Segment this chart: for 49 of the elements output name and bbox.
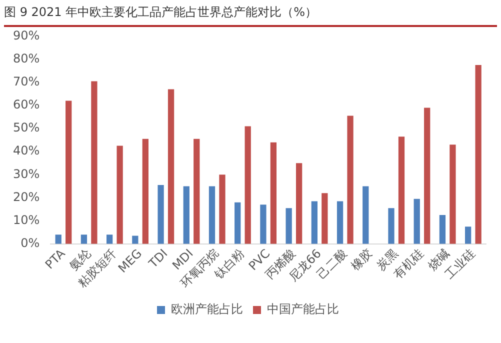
bar — [465, 226, 472, 244]
bar — [322, 193, 328, 244]
y-tick-label: 80% — [13, 51, 40, 66]
y-tick-label: 40% — [13, 144, 40, 158]
legend-label: 欧洲产能占比 — [171, 302, 243, 316]
bar — [286, 208, 292, 244]
bar — [158, 185, 164, 244]
bar — [234, 202, 241, 244]
bar — [106, 234, 113, 244]
bar — [91, 81, 98, 244]
bar — [388, 208, 394, 244]
bar — [55, 234, 62, 244]
y-tick-label: 50% — [13, 120, 40, 135]
y-tick-label: 30% — [13, 166, 40, 181]
bar — [439, 215, 446, 244]
bar — [347, 116, 354, 244]
chart-title: 图 9 2021 年中欧主要化工品产能占世界总产能对比（%） — [4, 4, 497, 27]
bar — [414, 198, 420, 244]
bar — [80, 234, 88, 244]
bar — [475, 65, 482, 244]
bar — [450, 144, 456, 244]
bar — [168, 89, 174, 244]
bar — [208, 186, 216, 244]
x-tick-label: PTA — [42, 246, 68, 272]
x-tick-label: TDI — [145, 246, 170, 272]
bar — [194, 138, 200, 244]
bar — [362, 186, 369, 244]
y-tick-label: 90% — [13, 28, 40, 42]
bar — [183, 186, 190, 244]
x-tick-label: 橡胶 — [348, 246, 376, 274]
bar — [116, 146, 123, 244]
bar — [270, 142, 277, 244]
legend-label: 中国产能占比 — [267, 302, 339, 316]
y-tick-label: 70% — [13, 74, 40, 88]
bar — [424, 108, 430, 244]
y-tick-label: 0% — [20, 236, 40, 250]
bar — [219, 174, 226, 244]
bar — [398, 136, 405, 244]
y-tick-label: 20% — [13, 190, 40, 204]
bar — [260, 204, 266, 244]
y-tick-label: 10% — [13, 212, 40, 227]
bar — [142, 138, 148, 244]
bar — [132, 236, 138, 244]
bar — [311, 201, 318, 244]
y-tick-label: 60% — [13, 98, 40, 112]
bar — [336, 201, 344, 244]
bar — [296, 163, 302, 244]
bar — [66, 100, 72, 244]
bar — [244, 126, 251, 244]
